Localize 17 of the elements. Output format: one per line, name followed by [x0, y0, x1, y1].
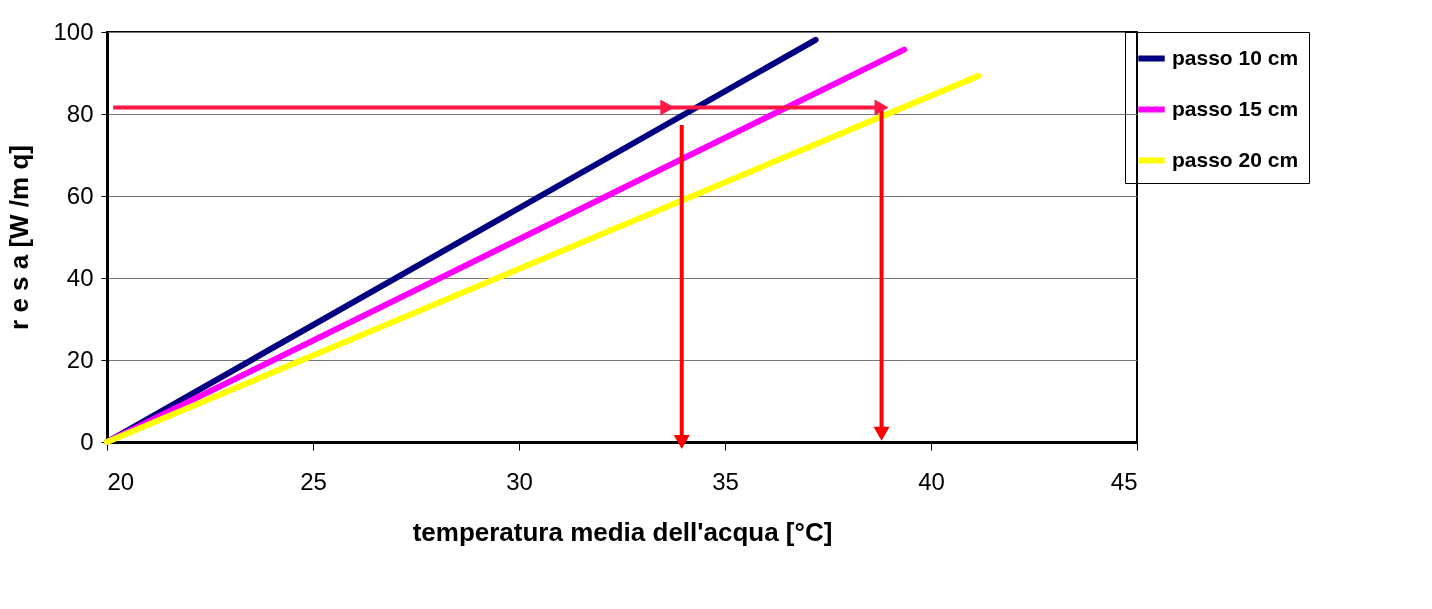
x-tick-label: 30 [506, 467, 533, 495]
y-tick-label: 40 [66, 263, 94, 291]
x-axis-title: temperatura media dell'acqua [°C] [412, 516, 833, 547]
x-tick-label: 40 [918, 467, 945, 495]
legend-label: passo 15 cm [1172, 96, 1299, 120]
y-tick-label: 100 [53, 17, 94, 45]
legend-label: passo 20 cm [1172, 147, 1299, 171]
y-tick-label: 20 [66, 345, 94, 373]
y-tick-label: 0 [80, 427, 94, 455]
legend-label: passo 10 cm [1172, 45, 1299, 69]
x-tick-label: 35 [712, 467, 739, 495]
y-tick-label: 60 [66, 181, 94, 209]
x-tick-label: 20 [107, 467, 135, 495]
x-tick-label: 45 [1110, 467, 1138, 495]
y-tick-label: 80 [66, 99, 94, 127]
y-axis-title: r e s a [W /m q] [4, 145, 35, 330]
x-tick-label: 25 [300, 467, 327, 495]
